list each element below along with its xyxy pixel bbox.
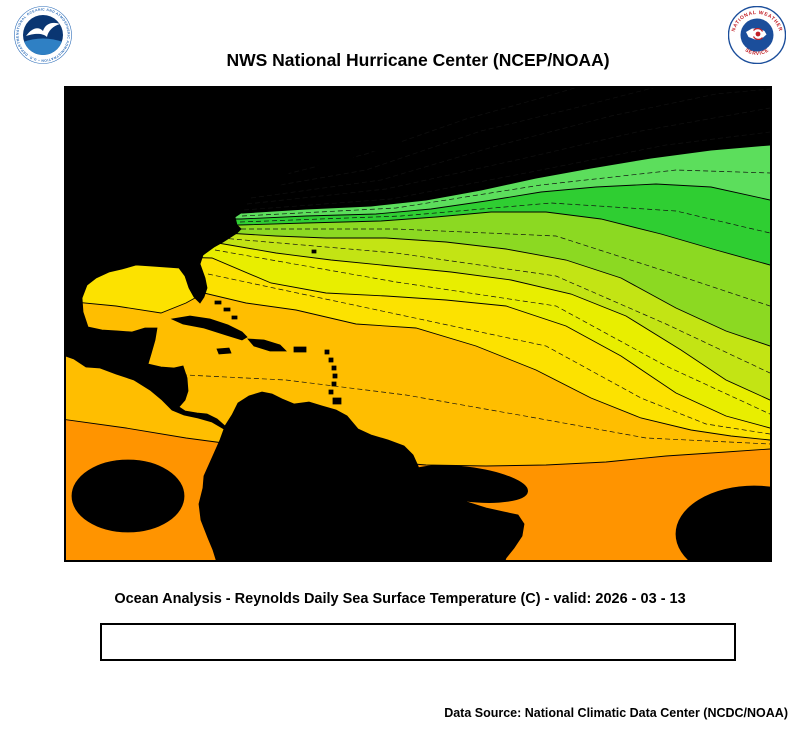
temperature-colorbar (100, 623, 736, 661)
nws-hurricane-arms-icon (752, 27, 764, 41)
data-source-credit: Data Source: National Climatic Data Cent… (444, 706, 788, 720)
noaa-logo: NATIONAL OCEANIC AND ATMOSPHERIC ADMINIS… (14, 6, 72, 64)
nws-hurricane-icon (755, 31, 761, 37)
islands (170, 118, 401, 405)
noaa-emblem-sea (23, 38, 63, 55)
land-americas (66, 88, 525, 560)
noaa-gull-icon (26, 22, 60, 37)
map-frame (64, 86, 772, 562)
sst-map (66, 88, 770, 560)
page-title: NWS National Hurricane Center (NCEP/NOAA… (226, 50, 610, 70)
analysis-subtitle: Ocean Analysis - Reynolds Daily Sea Surf… (114, 591, 686, 607)
great-lakes (122, 139, 227, 184)
nws-ring-text-bottom: SERVICE (744, 47, 771, 57)
nws-logo: NATIONAL WEATHER SERVICE (728, 6, 786, 64)
